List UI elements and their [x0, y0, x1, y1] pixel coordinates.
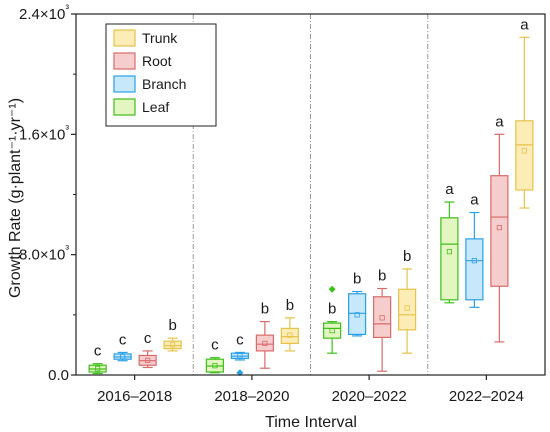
mean-marker: [120, 354, 126, 360]
mean-marker: [521, 148, 527, 154]
significance-label: a: [495, 113, 504, 130]
significance-label: b: [261, 301, 269, 318]
legend-swatch: [113, 75, 136, 93]
legend-label: Branch: [142, 76, 186, 92]
legend-label: Trunk: [142, 30, 178, 46]
x-tick-label: 2018–2020: [214, 388, 289, 405]
mean-marker: [379, 315, 385, 321]
box: [440, 217, 459, 301]
significance-label: c: [144, 330, 152, 347]
significance-label: c: [94, 343, 102, 360]
y-tick-label: 1.6×10³: [19, 123, 69, 143]
box: [373, 296, 392, 338]
significance-label: b: [403, 248, 411, 265]
significance-label: a: [445, 181, 454, 198]
axes: 0.0 8.0×10³ 1.6×10³ 2.4×10³ 2016–2018 2018–20…: [19, 3, 546, 405]
legend-label: Leaf: [142, 99, 169, 115]
significance-label: a: [520, 16, 529, 33]
mean-marker: [329, 328, 335, 334]
mean-marker: [471, 258, 477, 264]
box: [323, 322, 342, 339]
mean-marker: [95, 366, 101, 372]
box: [465, 238, 484, 301]
mean-marker: [145, 357, 151, 364]
mean-marker: [170, 342, 176, 348]
box: [163, 340, 182, 350]
series-leaf: c cba: [88, 181, 459, 375]
y-tick-label: 8.0×10³: [19, 244, 69, 264]
significance-label: b: [328, 301, 336, 318]
y-axis-title: Growth Rate (g·plant⁻¹·yr⁻¹): [7, 98, 24, 298]
mean-marker: [496, 224, 502, 231]
mean-marker: [212, 363, 218, 369]
y-tick-label: 2.4×10³: [19, 3, 69, 23]
mean-marker: [262, 340, 268, 347]
interval-separators: [192, 14, 429, 375]
legend-swatch: [113, 29, 136, 47]
mean-marker: [287, 332, 293, 338]
x-tick-label: 2016–2018: [97, 388, 172, 405]
series-branch: c cba: [113, 192, 484, 377]
mean-marker: [354, 312, 360, 318]
legend: Trunk Root Branch Leaf: [105, 23, 217, 127]
y-tick-label: 0.0: [48, 367, 69, 384]
x-tick-label: 2020–2022: [332, 388, 407, 405]
mean-marker: [404, 305, 410, 311]
x-tick-label: 2022–2024: [449, 388, 524, 405]
legend-swatch: [113, 52, 136, 70]
significance-label: a: [470, 192, 479, 209]
significance-label: c: [211, 337, 219, 354]
box: [398, 288, 417, 331]
mean-marker: [446, 249, 452, 255]
mean-marker: [237, 353, 243, 359]
box: [280, 327, 299, 345]
significance-label: c: [236, 331, 244, 348]
significance-label: b: [353, 271, 361, 288]
legend-label: Root: [142, 53, 172, 69]
x-axis-title: Time Interval: [265, 414, 357, 431]
significance-label: b: [168, 317, 176, 334]
box: [255, 334, 274, 352]
outlier-point: [328, 285, 336, 293]
significance-label: b: [286, 297, 294, 314]
box: [515, 120, 534, 191]
box: [490, 175, 509, 287]
legend-swatch: [113, 98, 136, 116]
box: [348, 293, 367, 335]
significance-label: c: [119, 331, 127, 348]
significance-label: b: [378, 268, 386, 285]
